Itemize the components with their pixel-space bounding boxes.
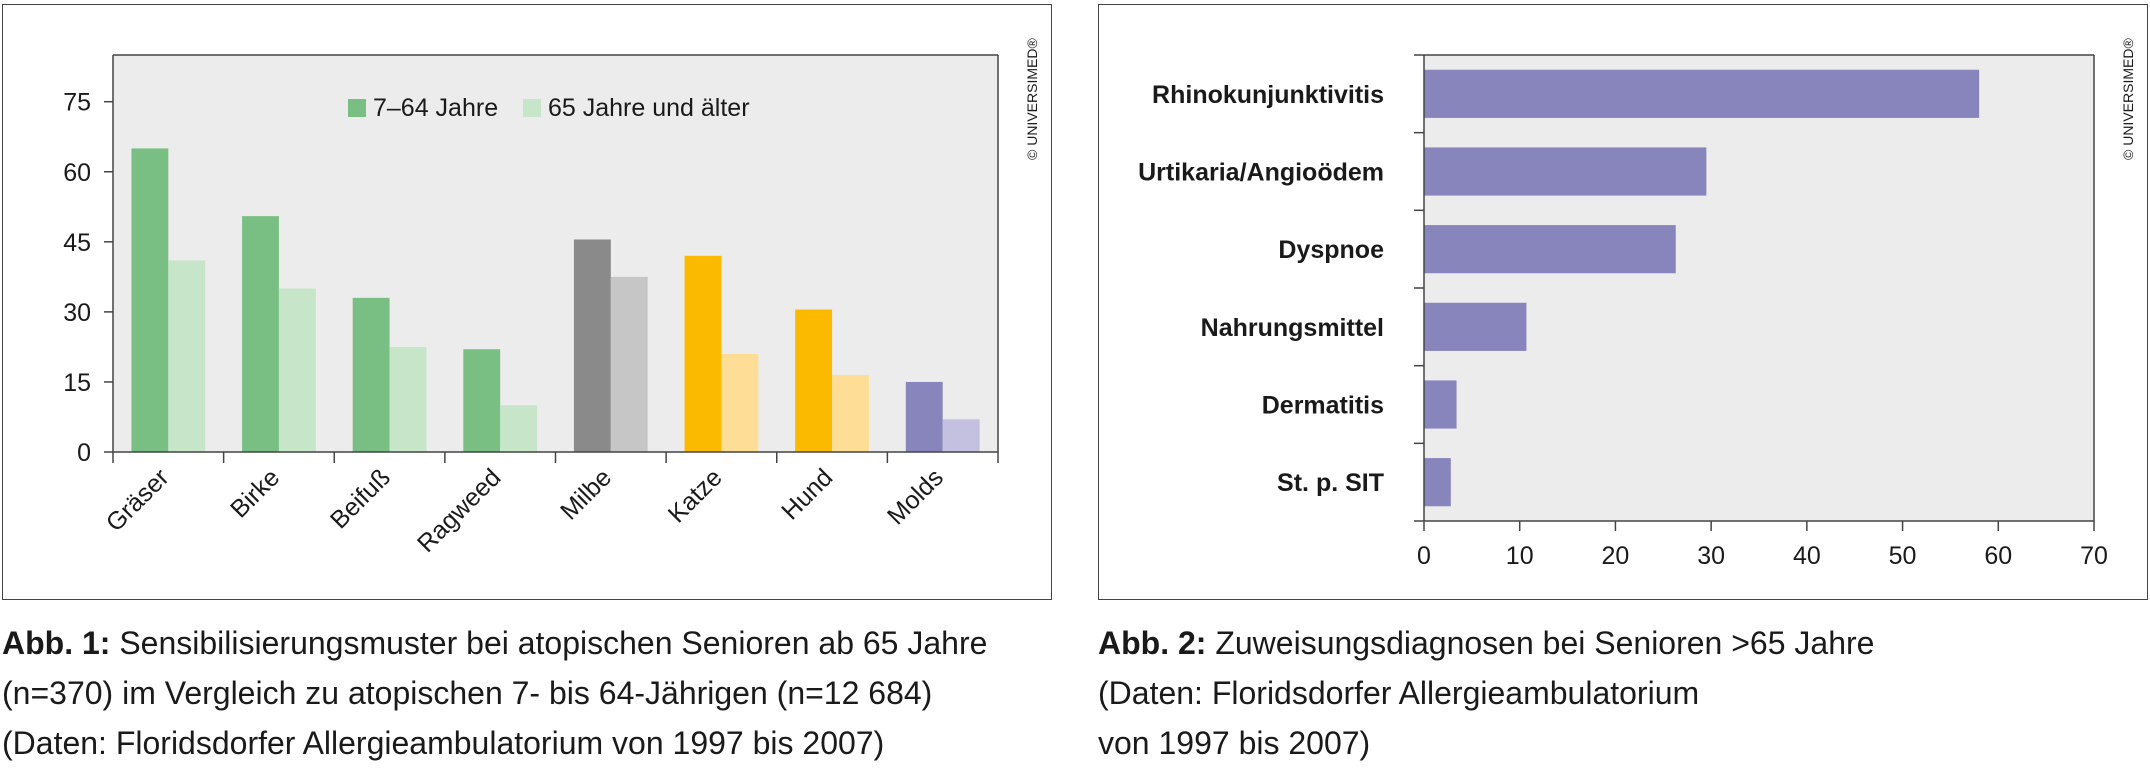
bar-birke-series-2	[278, 288, 316, 452]
bar-urtikaria-angioödem	[1424, 147, 1707, 196]
bar-milbe-series-1	[573, 239, 611, 452]
bar-hund-series-1	[795, 309, 833, 452]
bar-ragweed-series-1	[463, 349, 501, 452]
caption-title: Zuweisungsdiagnosen bei Senioren >65 Jah…	[1206, 625, 1875, 661]
x-tick-label-molds: Molds	[882, 463, 949, 530]
x-tick-label-katze: Katze	[663, 463, 728, 528]
x-tick-label: 70	[2080, 542, 2108, 570]
figure-2-caption: Abb. 2: Zuweisungsdiagnosen bei Senioren…	[1098, 618, 2098, 768]
caption-line-3: von 1997 bis 2007)	[1098, 725, 1371, 761]
x-tick-label: 60	[1984, 542, 2012, 570]
y-tick-label: 60	[63, 159, 91, 187]
caption-title: Sensibilisierungsmuster bei atopischen S…	[110, 625, 988, 661]
figure-1-caption: Abb. 1: Sensibilisierungsmuster bei atop…	[2, 618, 1062, 768]
x-tick-label-beifuß: Beifuß	[325, 463, 396, 534]
bar-beifuß-series-1	[352, 297, 390, 452]
y-tick-label-urtikaria-angioödem: Urtikaria/Angioödem	[1138, 159, 1384, 187]
legend-swatch-7-64	[348, 99, 366, 117]
bar-milbe-series-2	[610, 276, 648, 452]
copyright-notice: © UNIVERSIMED®	[1024, 38, 1040, 160]
x-tick-label-birke: Birke	[225, 463, 285, 523]
caption-line-2: (n=370) im Vergleich zu atopischen 7- bi…	[2, 675, 933, 711]
sensitization-bar-chart: 0 15 30 45 60 75 Gräser Birke Beifuß Ragweed Milb…	[63, 38, 1040, 558]
x-tick-label: 40	[1793, 542, 1821, 570]
y-tick-label: 30	[63, 299, 91, 327]
caption-line-1: Abb. 1: Sensibilisierungsmuster bei atop…	[2, 618, 1062, 668]
bar-dermatitis	[1424, 380, 1457, 429]
x-tick-label-ragweed: Ragweed	[412, 463, 506, 557]
plot-area	[1424, 55, 2094, 521]
y-tick-label: 0	[77, 439, 91, 467]
y-tick-label: 45	[63, 229, 91, 257]
x-tick-label-milbe: Milbe	[555, 463, 617, 525]
y-tick-label-st-p-sit: St. p. SIT	[1277, 469, 1384, 497]
bar-hund-series-2	[832, 374, 869, 452]
caption-line-1: Abb. 2: Zuweisungsdiagnosen bei Senioren…	[1098, 618, 2098, 668]
bar-dyspnoe	[1424, 225, 1676, 274]
y-tick-label: 15	[63, 369, 91, 397]
y-tick-label-rhinokunjunktivitis: Rhinokunjunktivitis	[1152, 81, 1384, 109]
y-tick-label-dyspnoe: Dyspnoe	[1278, 236, 1384, 264]
bar-gräser-series-2	[168, 260, 206, 452]
bar-nahrungsmittel	[1424, 302, 1527, 351]
x-tick-label: 0	[1417, 542, 1431, 570]
bar-molds-series-1	[905, 381, 943, 452]
caption-line-2: (Daten: Floridsdorfer Allergieambulatori…	[1098, 675, 1700, 711]
bar-gräser-series-1	[131, 148, 169, 453]
bar-molds-series-2	[942, 419, 980, 452]
y-tick-label-dermatitis: Dermatitis	[1262, 392, 1384, 420]
figure-2-panel: Rhinokunjunktivitis Urtikaria/Angioödem Dy…	[1098, 4, 2148, 600]
legend-swatch-65-plus	[523, 99, 541, 117]
bar-beifuß-series-2	[389, 346, 427, 452]
bar-katze-series-1	[684, 255, 722, 452]
bar-rhinokunjunktivitis	[1424, 69, 1980, 118]
x-tick-label-gräser: Gräser	[101, 463, 175, 537]
x-tick-label: 20	[1602, 542, 1630, 570]
bar-st-p-sit	[1424, 458, 1451, 507]
legend: 7–64 Jahre 65 Jahre und älter	[348, 94, 750, 122]
bar-birke-series-1	[242, 216, 279, 452]
referral-diagnoses-bar-chart: Rhinokunjunktivitis Urtikaria/Angioödem Dy…	[1138, 38, 2136, 570]
caption-label: Abb. 1:	[2, 625, 111, 661]
copyright-notice: © UNIVERSIMED®	[2120, 38, 2136, 160]
x-tick-label: 30	[1697, 542, 1725, 570]
caption-label: Abb. 2:	[1098, 625, 1207, 661]
figure-1-panel: 0 15 30 45 60 75 Gräser Birke Beifuß Ragweed Milb…	[2, 4, 1052, 600]
bar-ragweed-series-2	[500, 405, 538, 452]
x-tick-label: 50	[1889, 542, 1917, 570]
bar-katze-series-2	[721, 353, 759, 452]
legend-label-65-plus: 65 Jahre und älter	[548, 94, 750, 122]
legend-label-7-64: 7–64 Jahre	[373, 94, 498, 122]
y-tick-label: 75	[63, 89, 91, 117]
caption-line-3: (Daten: Floridsdorfer Allergieambulatori…	[2, 725, 885, 761]
y-tick-label-nahrungsmittel: Nahrungsmittel	[1201, 314, 1384, 342]
x-tick-label: 10	[1506, 542, 1534, 570]
x-tick-label-hund: Hund	[776, 463, 838, 525]
